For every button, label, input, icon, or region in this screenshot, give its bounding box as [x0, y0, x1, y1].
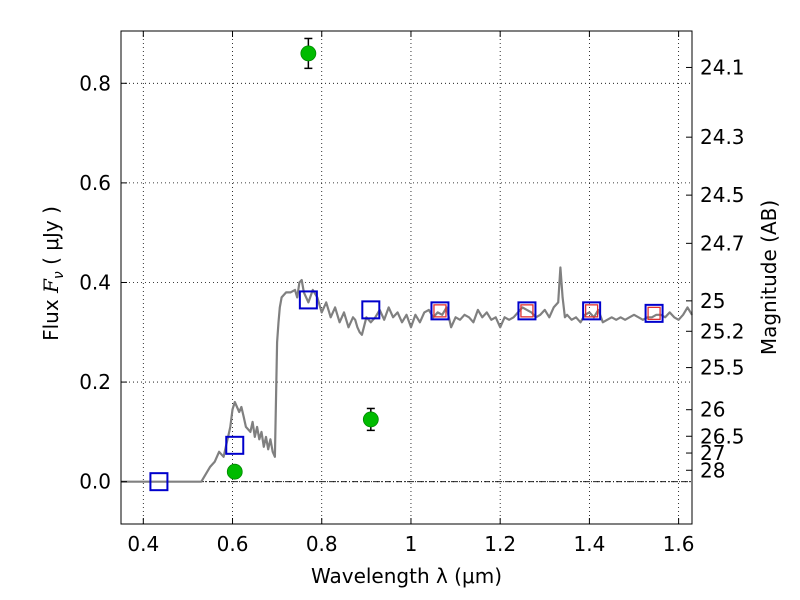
y2-tick-label: 24.7 [700, 231, 745, 255]
y2-tick-label: 25.5 [700, 356, 745, 380]
y-axis-label: Flux Fν ( μJy ) [39, 206, 67, 341]
plot-frame [120, 30, 693, 525]
x-tick-label: 0.6 [217, 532, 249, 556]
x-tick-label: 1 [405, 532, 418, 556]
y2-tick-label: 26 [700, 398, 725, 422]
y2-tick-label: 26.5 [700, 424, 745, 448]
x-axis-label: Wavelength λ (μm) [311, 564, 502, 588]
ticks: 0.4 0.6 0.8 1 1.2 1.4 1.6 0.0 0.2 0.4 0.6 0.8 24.1 24… [79, 31, 745, 556]
y-tick-label: 0.4 [79, 270, 111, 294]
x-tick-label: 0.8 [306, 532, 338, 556]
x-tick-label: 1.2 [484, 532, 516, 556]
y2-tick-label: 28 [700, 458, 725, 482]
y2-axis-label: Magnitude (AB) [757, 200, 781, 355]
y-tick-label: 0.2 [79, 370, 111, 394]
data-point [362, 411, 379, 428]
model-spectrum-line [121, 266, 693, 483]
y2-tick-label: 24.3 [700, 125, 745, 149]
square-marker [433, 304, 447, 318]
square-marker [361, 300, 381, 320]
square-marker [149, 472, 169, 492]
x-tick-label: 0.4 [127, 532, 159, 556]
y2-tick-label: 27 [700, 441, 725, 465]
series-layer [121, 37, 693, 492]
square-marker [520, 304, 534, 318]
y2-tick-label: 24.1 [700, 55, 745, 79]
square-marker [225, 435, 245, 455]
grid [121, 31, 692, 524]
y-tick-label: 0.8 [79, 71, 111, 95]
y2-tick-label: 25.2 [700, 319, 745, 343]
square-marker [584, 304, 599, 318]
y-tick-label: 0.6 [79, 171, 111, 195]
square-marker [298, 290, 318, 310]
y-tick-label: 0.0 [79, 470, 111, 494]
square-marker [430, 301, 450, 321]
data-point [226, 463, 243, 480]
square-marker [647, 306, 661, 321]
y2-tick-label: 25 [700, 289, 725, 313]
y2-tick-label: 24.5 [700, 183, 745, 207]
data-point [300, 45, 317, 62]
x-tick-label: 1.6 [663, 532, 695, 556]
square-marker [644, 303, 664, 323]
square-marker [517, 301, 537, 321]
square-marker [582, 301, 602, 321]
x-tick-label: 1.4 [573, 532, 605, 556]
